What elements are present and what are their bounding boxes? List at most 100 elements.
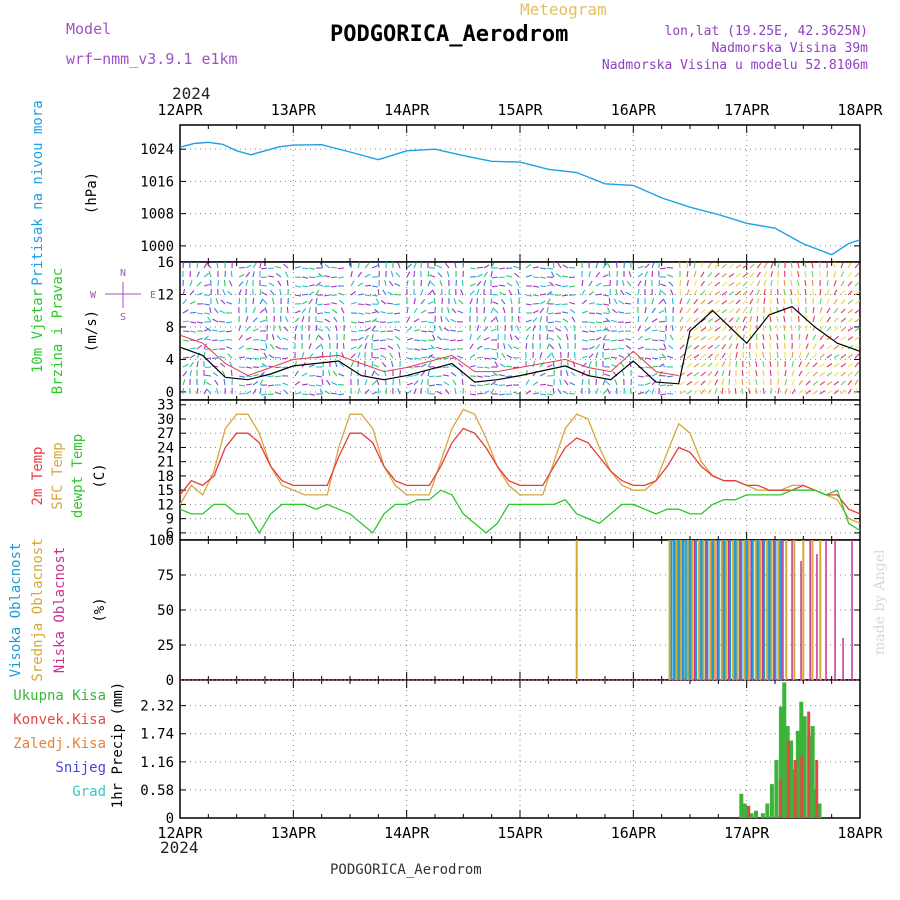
wind-barb: [357, 293, 365, 296]
wind-barb: [749, 272, 755, 278]
wind-ytick-label: 4: [166, 352, 174, 368]
wind-barb: [581, 280, 584, 287]
temperature-ytick-label: 6: [166, 526, 174, 542]
wind-barb: [565, 334, 569, 341]
wind-barb: [457, 355, 464, 359]
wind-barb: [742, 272, 749, 278]
wind-barb: [791, 370, 795, 377]
cloud-high-bar: [672, 540, 676, 680]
wind-barb: [804, 270, 807, 278]
wind-barb: [840, 271, 845, 278]
wind-barb: [728, 334, 733, 341]
wind-barb: [763, 280, 767, 287]
wind-barb: [714, 318, 721, 323]
dewpoint-line: [179, 489, 861, 535]
wind-barb: [735, 316, 740, 323]
wind-barb: [308, 298, 313, 305]
wind-barb: [182, 320, 189, 323]
wind-barb: [555, 303, 562, 306]
wind-barb: [252, 307, 256, 314]
wind-barb: [189, 354, 196, 359]
wind-barb: [245, 375, 253, 378]
wind-barb: [625, 321, 632, 324]
wind-barb: [581, 299, 587, 305]
wind-barb: [819, 344, 825, 350]
wind-barb: [427, 270, 430, 278]
wind-barb: [686, 326, 692, 332]
wind-barb: [693, 389, 699, 395]
wind-barb: [449, 329, 457, 332]
wind-barb: [644, 306, 647, 314]
wind-barb: [342, 316, 345, 323]
wind-barb: [570, 371, 576, 377]
wind-barb: [499, 291, 506, 296]
wind-barb: [662, 298, 667, 305]
wind-barb: [776, 315, 779, 323]
wind-barb: [308, 364, 315, 368]
wind-barb: [812, 390, 819, 395]
wind-barb: [840, 380, 846, 386]
wind-barb: [602, 263, 608, 269]
cloud-mid-bar: [770, 540, 773, 680]
wind-barb: [847, 336, 854, 341]
wind-barb: [742, 281, 748, 287]
wind-barb: [413, 348, 421, 351]
wind-barb: [308, 291, 315, 296]
wind-barb: [854, 388, 858, 395]
wind-barb: [833, 271, 837, 278]
wind-barb: [721, 263, 727, 269]
wind-barb: [693, 380, 700, 386]
wind-barb: [790, 316, 793, 323]
wind-barb: [637, 375, 645, 378]
wind-barb: [460, 289, 464, 296]
wind-barb: [644, 326, 651, 332]
wind-barb: [707, 388, 712, 395]
wind-barb: [490, 298, 493, 305]
wind-barb: [564, 325, 569, 332]
precip-ytick-label: 2.32: [140, 699, 174, 715]
wind-barb: [552, 262, 555, 269]
wind-barb: [525, 389, 532, 395]
wind-barb: [602, 379, 606, 386]
wind-barb: [826, 289, 830, 296]
wind-barb: [437, 272, 443, 278]
cloud-high-bar: [688, 540, 692, 680]
temperature-ytick-label: 15: [157, 483, 174, 499]
wind-barb: [637, 288, 640, 296]
wind-barb: [833, 317, 839, 323]
wind-barb: [714, 272, 720, 278]
wind-barb: [364, 294, 372, 297]
wind-barb: [506, 354, 513, 359]
wind-barb: [373, 319, 380, 323]
temp-2m-line: [179, 427, 861, 515]
wind-barb: [819, 353, 825, 359]
wind-barb: [539, 300, 546, 305]
wind-barb: [658, 279, 661, 287]
wind-barb: [625, 291, 632, 296]
wind-barb: [651, 318, 658, 323]
wind-barb: [568, 266, 576, 269]
wind-barb: [223, 379, 226, 386]
wind-barb: [357, 336, 364, 341]
wind-barb: [220, 299, 226, 305]
wind-barb: [548, 312, 555, 315]
wind-barb: [548, 321, 555, 324]
pressure-ytick-label: 1000: [140, 239, 174, 255]
wind-barb: [562, 264, 569, 269]
wind-barb: [769, 343, 772, 350]
wind-barb: [442, 374, 450, 377]
cloud-high-bar: [681, 540, 685, 680]
wind-barb: [700, 336, 707, 341]
wind-barb: [483, 271, 488, 278]
wind-barb: [374, 308, 380, 314]
wind-barb: [651, 262, 655, 269]
wind-barb: [568, 392, 576, 395]
wind-barb: [238, 366, 246, 369]
wind-barb: [427, 370, 430, 377]
wind-barb: [833, 380, 840, 386]
cloud-high-bar: [694, 540, 698, 680]
wind-barb: [621, 280, 625, 287]
wind-barb: [728, 308, 734, 314]
wind-barb: [777, 261, 780, 269]
wind-barb: [206, 388, 212, 395]
